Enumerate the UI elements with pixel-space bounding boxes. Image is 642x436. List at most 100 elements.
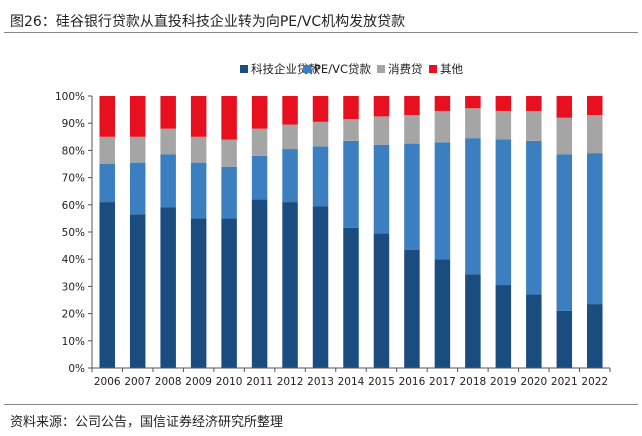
- legend-swatch: [303, 65, 311, 73]
- bar-segment-2022-s1: [587, 153, 603, 305]
- y-tick-label: 90%: [62, 118, 85, 130]
- x-tick-label: 2008: [155, 376, 182, 388]
- bar-segment-2017-s2: [434, 110, 451, 143]
- bar-segment-2014-s1: [343, 140, 359, 228]
- x-tick-label: 2015: [368, 376, 395, 388]
- bar-segment-2012-s3: [282, 96, 298, 125]
- bar-segment-2007-s0: [129, 214, 146, 368]
- legend-label: PE/VC贷款: [314, 62, 371, 76]
- bar-segment-2014-s3: [343, 96, 359, 120]
- bar-segment-2022-s0: [587, 304, 603, 368]
- bar-segment-2011-s3: [251, 96, 268, 129]
- x-tick-label: 2012: [277, 376, 304, 388]
- bar-segment-2013-s2: [312, 121, 329, 147]
- y-tick-label: 80%: [62, 145, 85, 157]
- x-tick-label: 2007: [124, 376, 151, 388]
- y-tick-label: 10%: [62, 336, 85, 348]
- bar-segment-2009-s3: [190, 96, 207, 137]
- bar-segment-2018-s2: [465, 108, 481, 139]
- bar-segment-2018-s1: [465, 138, 481, 275]
- bar-segment-2021-s1: [556, 154, 573, 311]
- bar-segment-2014-s2: [343, 119, 359, 141]
- bar-segment-2010-s1: [221, 166, 237, 219]
- bar-segment-2010-s2: [221, 139, 237, 167]
- bar-segment-2011-s1: [251, 155, 268, 200]
- y-tick-label: 20%: [62, 309, 85, 321]
- bar-segment-2009-s1: [190, 162, 207, 219]
- y-tick-label: 0%: [68, 363, 85, 375]
- figure-title: 图26：硅谷银行贷款从直投科技企业转为向PE/VC机构发放贷款: [10, 14, 406, 30]
- bar-segment-2021-s3: [556, 96, 573, 118]
- y-tick-label: 40%: [62, 254, 85, 266]
- y-tick-label: 50%: [62, 227, 85, 239]
- bar-segment-2020-s0: [526, 294, 542, 368]
- bar-segment-2015-s0: [373, 233, 390, 368]
- bar-segment-2018-s0: [465, 274, 481, 368]
- legend-label: 消费贷: [388, 62, 423, 76]
- bar-segment-2011-s0: [251, 199, 268, 368]
- legend-swatch: [377, 65, 385, 73]
- x-tick-label: 2013: [307, 376, 334, 388]
- bar-segment-2022-s3: [587, 96, 603, 116]
- bar-segment-2009-s0: [190, 218, 207, 368]
- bar-segment-2020-s1: [526, 140, 542, 295]
- bar-segment-2009-s2: [190, 136, 207, 163]
- bar-segment-2017-s1: [434, 142, 451, 260]
- x-tick-label: 2019: [490, 376, 517, 388]
- bar-segment-2019-s0: [495, 285, 512, 368]
- bar-segment-2021-s2: [556, 117, 573, 155]
- bar-segment-2006-s2: [99, 136, 115, 164]
- bar-segment-2006-s0: [99, 202, 115, 368]
- x-tick-label: 2011: [246, 376, 273, 388]
- bar-segment-2015-s3: [373, 96, 390, 117]
- x-tick-label: 2017: [429, 376, 456, 388]
- bar-segment-2020-s3: [526, 96, 542, 111]
- bar-segment-2007-s1: [129, 162, 146, 215]
- y-tick-label: 70%: [62, 173, 85, 185]
- bar-segment-2013-s1: [312, 146, 329, 207]
- y-tick-label: 100%: [55, 91, 85, 103]
- bar-segment-2006-s3: [99, 96, 115, 137]
- bar-segment-2016-s0: [404, 249, 420, 368]
- x-tick-label: 2014: [338, 376, 365, 388]
- chart-bars: [99, 96, 603, 368]
- bar-segment-2017-s0: [434, 259, 451, 368]
- source-bar: 资料来源：公司公告，国信证券经济研究所整理: [4, 404, 638, 433]
- x-tick-label: 2022: [581, 376, 608, 388]
- legend-swatch: [240, 65, 248, 73]
- x-tick-label: 2016: [399, 376, 426, 388]
- bar-segment-2019-s1: [495, 139, 512, 286]
- bar-segment-2016-s1: [404, 143, 420, 250]
- bar-segment-2008-s2: [160, 128, 176, 155]
- bar-segment-2013-s3: [312, 96, 329, 122]
- legend-swatch: [429, 65, 437, 73]
- bar-segment-2015-s1: [373, 144, 390, 234]
- bar-segment-2007-s2: [129, 136, 146, 163]
- bar-segment-2018-s3: [465, 96, 481, 109]
- bar-segment-2010-s3: [221, 96, 237, 140]
- bar-segment-2016-s2: [404, 115, 420, 144]
- bar-segment-2022-s2: [587, 115, 603, 154]
- bar-segment-2008-s0: [160, 207, 176, 368]
- bar-segment-2006-s1: [99, 164, 115, 203]
- x-tick-label: 2021: [551, 376, 578, 388]
- legend-label: 其他: [440, 62, 463, 76]
- bar-segment-2012-s1: [282, 149, 298, 203]
- bar-segment-2011-s2: [251, 128, 268, 156]
- x-axis: 2006 2007 2008 2009 2010 2011 2012 2013 2014 2015…: [91, 367, 611, 388]
- bar-segment-2010-s0: [221, 218, 237, 368]
- bar-segment-2008-s3: [160, 96, 176, 129]
- y-tick-label: 60%: [62, 200, 85, 212]
- bar-segment-2021-s0: [556, 310, 573, 368]
- bar-segment-2012-s0: [282, 202, 298, 368]
- bar-segment-2019-s3: [495, 96, 512, 111]
- figure-title-bar: 图26：硅谷银行贷款从直投科技企业转为向PE/VC机构发放贷款: [4, 6, 638, 33]
- y-axis: 0% 10% 20% 30% 40% 50% 60% 70% 80% 90% 100%: [55, 91, 93, 375]
- bar-segment-2007-s3: [129, 96, 146, 137]
- bar-segment-2014-s0: [343, 227, 359, 368]
- bar-segment-2013-s0: [312, 206, 329, 368]
- x-tick-label: 2009: [185, 376, 212, 388]
- bar-segment-2016-s3: [404, 96, 420, 116]
- y-tick-label: 30%: [62, 281, 85, 293]
